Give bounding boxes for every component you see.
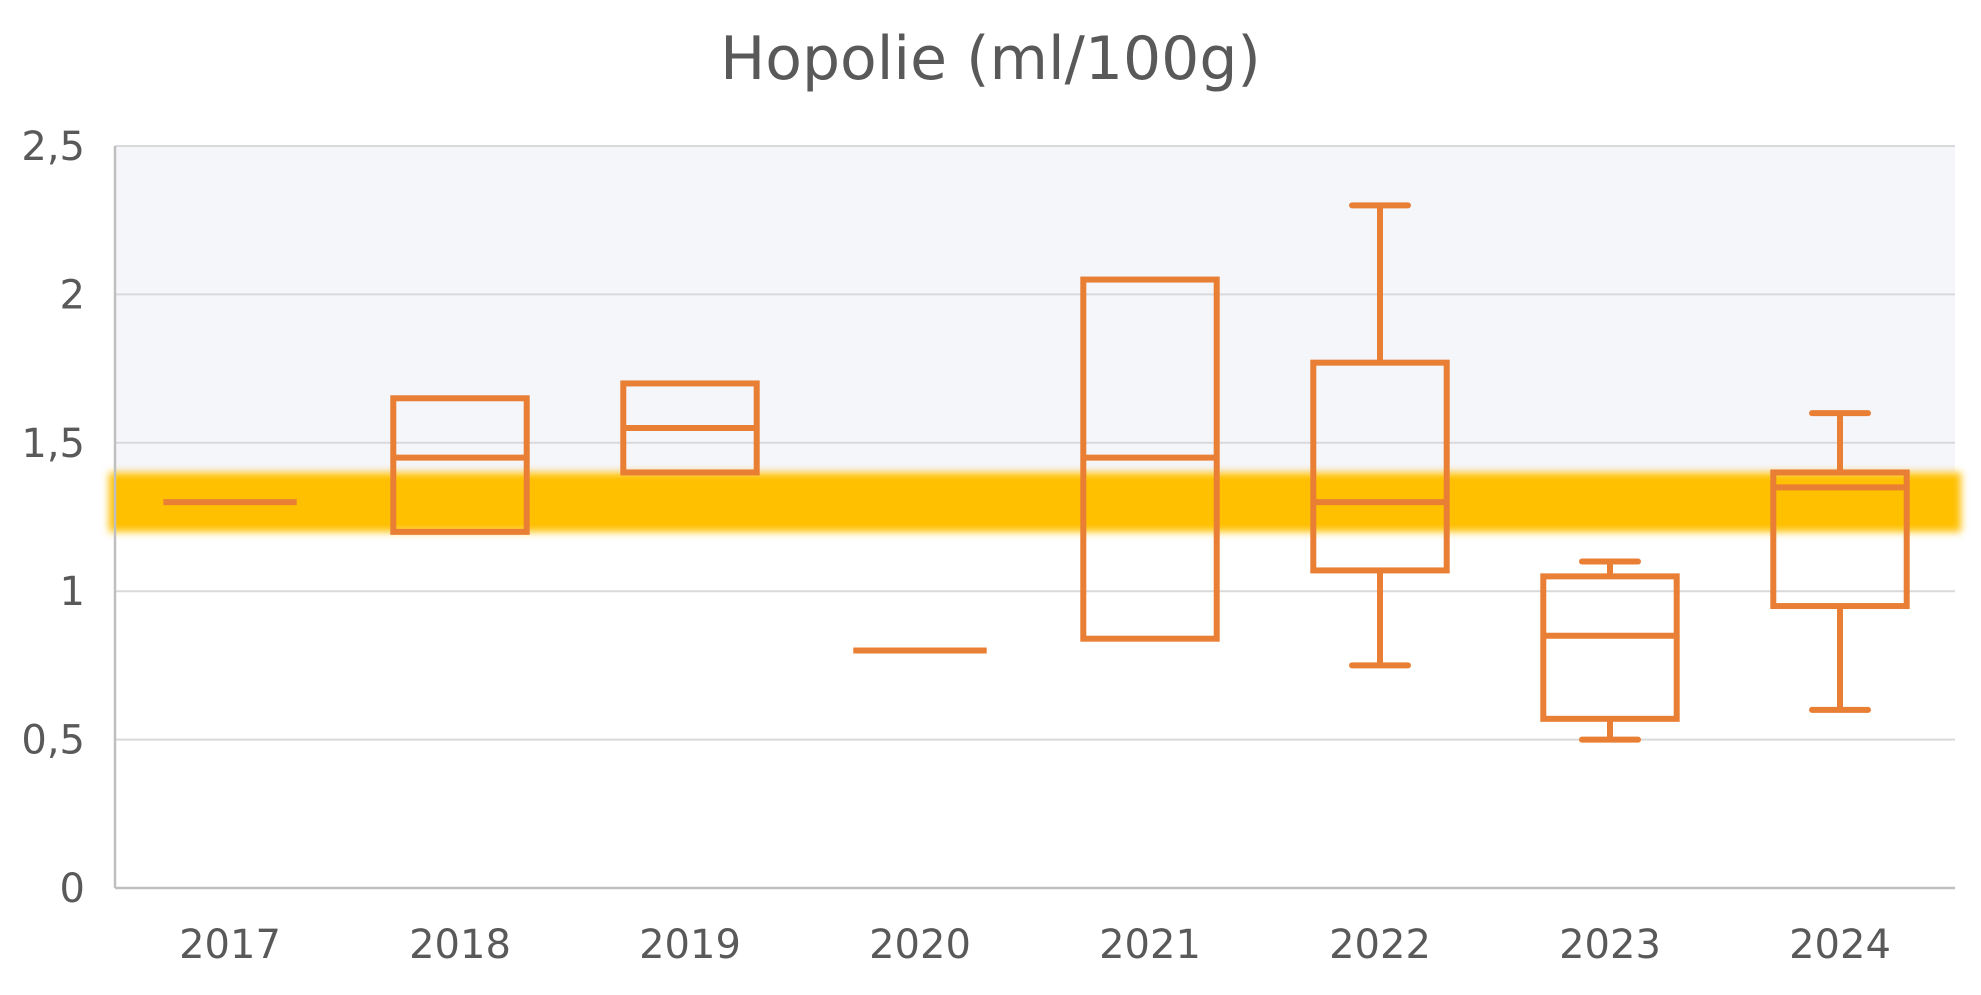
- x-tick-label-2019: 2019: [639, 922, 741, 968]
- y-tick-label-2: 1: [60, 569, 85, 615]
- y-tick-label-5: 2,5: [21, 124, 85, 170]
- box-2019: [620, 380, 760, 476]
- x-tick-label-2017: 2017: [179, 922, 281, 968]
- reference-band: [109, 472, 1961, 532]
- iqr-box-2022: [1310, 359, 1450, 574]
- iqr-box-2018: [390, 395, 530, 535]
- iqr-box-2023: [1540, 573, 1680, 722]
- y-tick-label-1: 0,5: [21, 718, 85, 764]
- x-tick-label-2021: 2021: [1099, 922, 1201, 968]
- x-tick-label-2023: 2023: [1559, 922, 1661, 968]
- x-tick-label-2024: 2024: [1789, 922, 1891, 968]
- box-2022: [1310, 202, 1450, 669]
- x-tick-label-2018: 2018: [409, 922, 511, 968]
- y-tick-label-3: 1,5: [21, 421, 85, 467]
- chart-title: Hopolie (ml/100g): [720, 24, 1261, 94]
- x-tick-label-2020: 2020: [869, 922, 971, 968]
- box-2024: [1770, 410, 1910, 713]
- box-2023: [1540, 558, 1680, 743]
- iqr-box-2024: [1770, 469, 1910, 610]
- x-tick-label-2022: 2022: [1329, 922, 1431, 968]
- y-tick-label-4: 2: [60, 272, 85, 318]
- upper-shaded-region: [115, 146, 1955, 473]
- box-2018: [390, 395, 530, 535]
- box-2021: [1080, 276, 1220, 642]
- y-tick-label-0: 0: [60, 866, 85, 912]
